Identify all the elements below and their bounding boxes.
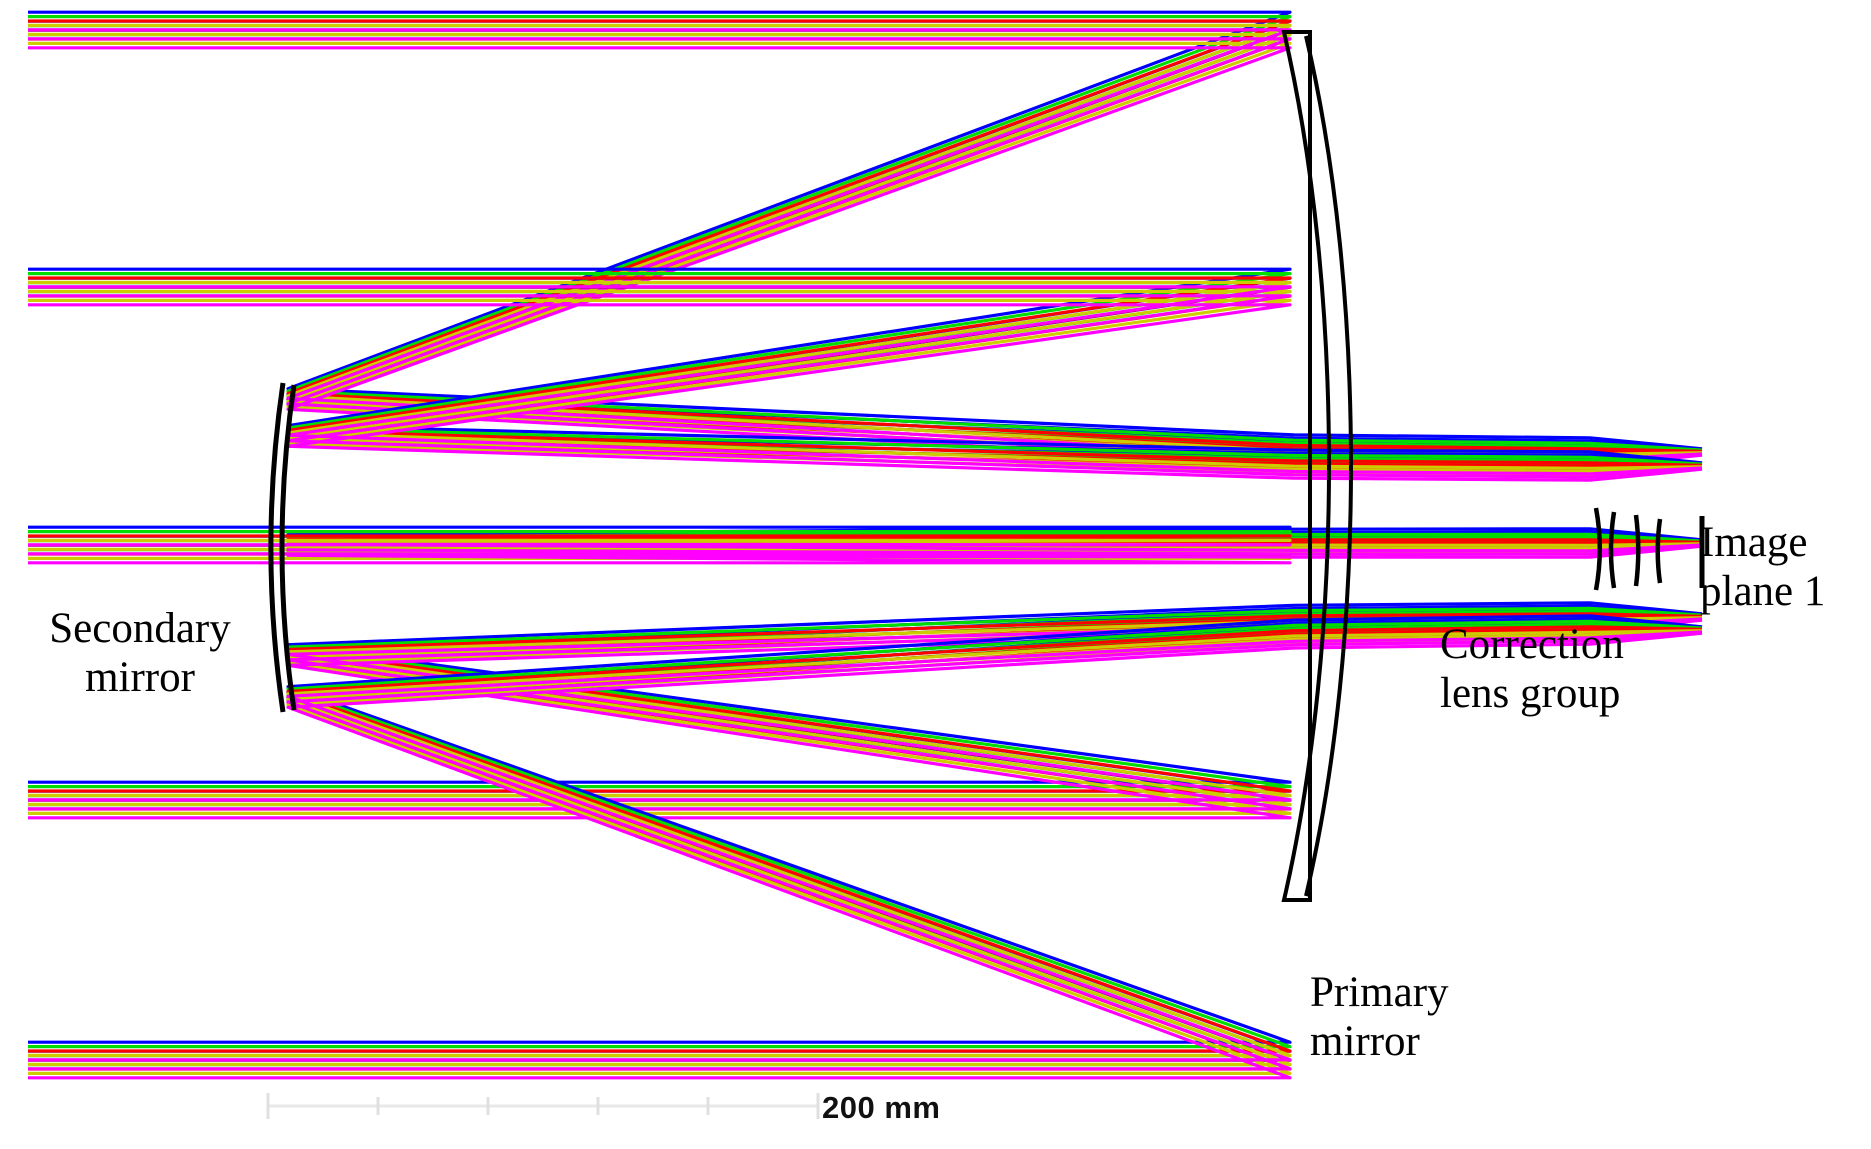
primary-mirror-rear-surface <box>1304 35 1353 897</box>
ray-field-bot-1-magenta-0 <box>28 630 1703 1062</box>
ray-field-top-1-blue-2 <box>28 28 1703 452</box>
ray-field-bot-1-magenta-2 <box>28 631 1703 1080</box>
ray-field-top-1-yellow-0 <box>28 23 1703 456</box>
ray-field-axis-magenta-1 <box>28 544 1703 556</box>
ray-field-top-1-red-1 <box>28 28 1702 454</box>
ray-field-axis-magenta-2 <box>28 544 1703 565</box>
optical-elements <box>268 30 1705 902</box>
ray-field-top-2-magenta-2 <box>28 303 1703 482</box>
ray-field-top-1-green-0 <box>28 15 1703 452</box>
ray-field-top-2-red-0 <box>28 276 1703 467</box>
ray-field-top-1-blue-0 <box>28 10 1703 451</box>
ray-field-top-2-blue-0 <box>28 267 1703 465</box>
ray-field-bot-1-magenta-1 <box>28 631 1703 1071</box>
scale-bar-label: 200 mm <box>822 1090 941 1125</box>
ray-field-top-1-red-0 <box>28 19 1703 453</box>
secondary-mirror-surface <box>268 382 286 713</box>
correction-lens-3 <box>1633 514 1641 587</box>
ray-field-top-2-magenta-1 <box>28 294 1703 479</box>
ray-field-top-1-green-2 <box>28 32 1703 453</box>
ray-bundles <box>28 10 1703 1080</box>
correction-lens-2 <box>1608 511 1617 589</box>
label-secondary-mirror: Secondary mirror <box>49 605 231 701</box>
ray-field-bot-1-green-0 <box>28 619 1703 1049</box>
ray-field-axis-magenta-0 <box>28 542 1703 553</box>
ray-field-bot-1-yellow-0 <box>28 629 1703 1058</box>
label-image-plane: Image plane 1 <box>1700 519 1826 615</box>
scale-bar <box>266 1093 820 1119</box>
secondary-mirror-back <box>279 384 297 711</box>
primary-mirror-outline <box>1281 30 1331 902</box>
correction-lens-4 <box>1655 518 1663 584</box>
label-primary-mirror: Primary mirror <box>1310 969 1449 1065</box>
ray-field-top-1-green-1 <box>28 24 1703 453</box>
ray-field-bot-1-blue-0 <box>28 614 1703 1044</box>
ray-field-top-1-blue-1 <box>28 19 1703 451</box>
label-correction-lens-group: Correction lens group <box>1440 621 1624 717</box>
ray-field-bot-2-red-0 <box>28 612 1703 793</box>
correction-lens-1 <box>1593 507 1602 591</box>
ray-field-bot-1-red-0 <box>28 625 1703 1053</box>
ray-field-top-2-green-0 <box>28 272 1703 466</box>
ray-field-top-2-magenta-0 <box>28 285 1703 476</box>
ray-field-top-2-yellow-0 <box>28 280 1703 470</box>
